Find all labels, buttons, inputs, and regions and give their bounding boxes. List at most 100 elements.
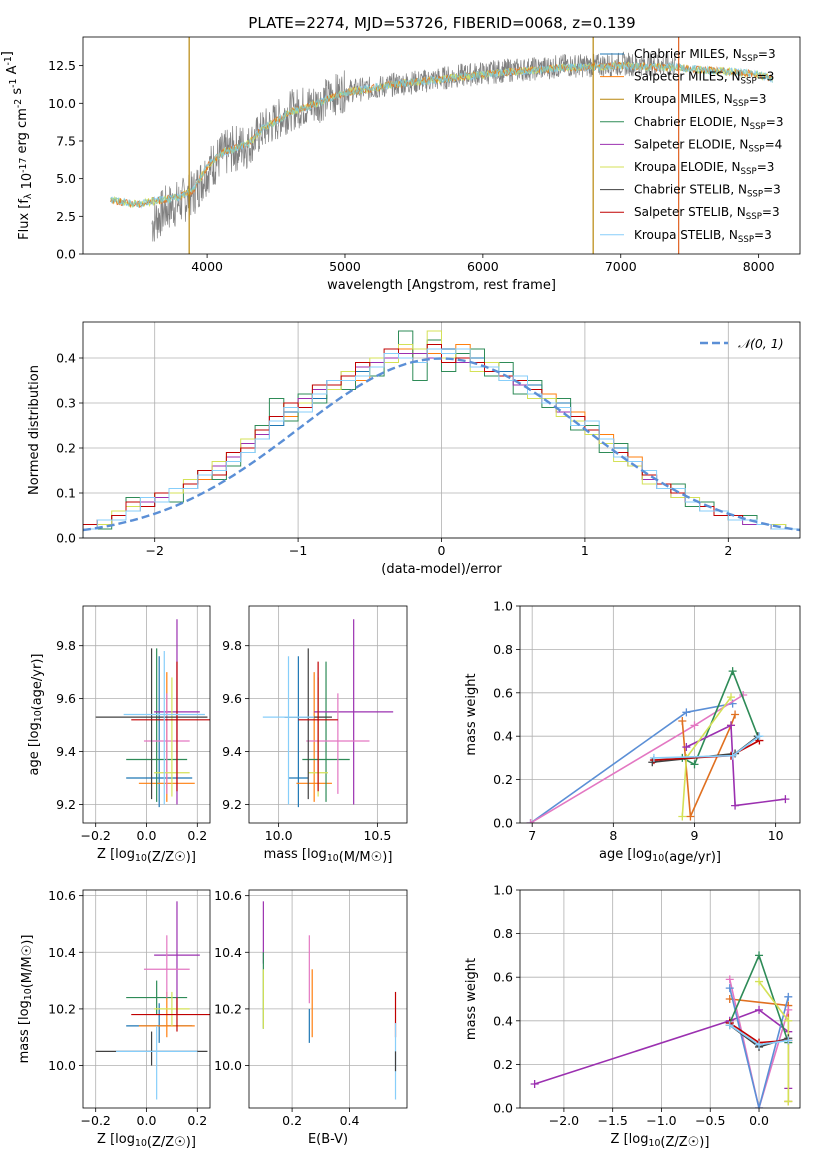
errorbar-point (314, 619, 394, 805)
x-axis-label: Z [log10(Z/Z☉)] (97, 847, 196, 865)
mass-weight-marker (526, 819, 535, 823)
y-tick-label: 9.8 (222, 638, 242, 653)
mass-weight-marker (731, 710, 740, 719)
y-tick-label: 0.1 (56, 486, 76, 501)
mass-weight-marker (690, 721, 699, 730)
errorbar-point (154, 991, 190, 1026)
axes-frame (519, 605, 801, 824)
mass-weight-marker (682, 708, 691, 717)
x-tick-label: −1.5 (598, 1113, 628, 1128)
mass-weight-marker (784, 1016, 793, 1025)
errorbar-point (154, 677, 190, 797)
x-tick-label: −1 (289, 543, 307, 558)
x-axis-label: (data-model)/error (381, 562, 502, 577)
legend-label: Kroupa STELIB, NSSP=3 (634, 228, 772, 245)
x-axis-label: wavelength [Angstrom, rest frame] (327, 278, 556, 293)
axes-4: 7 8 9 10 0.0 0.2 0.4 0.6 0.8 1.0 age [log10(age/yr… (464, 599, 801, 865)
y-tick-label: 0.2 (493, 772, 513, 787)
x-axis-label: mass [log10(M/M☉)] (264, 847, 393, 865)
axes-7: −2.0 −1.5 −1.0 −0.5 0.0 0.0 0.2 0.4 0.6 0.8 1.0 Z [… (464, 883, 801, 1150)
x-tick-label: 10.5 (363, 828, 391, 843)
y-tick-label: 1.0 (493, 883, 513, 898)
y-tick-label: 9.4 (56, 744, 76, 759)
legend-label: Chabrier MILES, NSSP=3 (634, 47, 776, 64)
y-tick-label: 0.2 (56, 441, 76, 456)
axes-frame (82, 321, 801, 539)
x-axis-label: E(B-V) (308, 1132, 348, 1147)
y-tick-label: 0.0 (493, 1101, 513, 1116)
y-tick-label: 2.5 (56, 209, 76, 224)
y-tick-label: 12.5 (48, 58, 76, 73)
y-tick-label: 0.6 (493, 685, 513, 700)
mass-weight-marker (784, 1097, 793, 1106)
legend-label: Chabrier STELIB, NSSP=3 (634, 183, 781, 200)
x-tick-label: −2 (145, 543, 163, 558)
plot-area (83, 330, 800, 538)
y-tick-label: 0.6 (493, 970, 513, 985)
mass-weight-marker (678, 812, 687, 821)
y-tick-label: 0.0 (56, 247, 76, 262)
x-tick-label: 2 (724, 543, 732, 558)
x-axis-label: age [log10(age/yr)] (599, 847, 721, 865)
data-spectrum-line (151, 51, 676, 242)
mass-weight-marker (781, 795, 790, 804)
x-tick-label: 8 (609, 828, 617, 843)
mass-weight-marker (784, 992, 793, 1001)
y-tick-label: 9.6 (222, 691, 242, 706)
mass-weight-marker (728, 667, 737, 676)
mass-weight-marker (784, 1036, 793, 1045)
plot-area (530, 951, 793, 1108)
axes-1: −2 −1 0 1 2 0.0 0.1 0.2 0.3 0.4 (data-model)/error… (27, 321, 801, 577)
x-tick-label: 10 (768, 828, 784, 843)
plot-area (95, 619, 210, 808)
y-tick-label: 0.8 (493, 926, 513, 941)
y-tick-label: 10.4 (214, 945, 242, 960)
axes-frame (82, 605, 211, 824)
legend-label: Chabrier ELODIE, NSSP=3 (634, 115, 783, 132)
y-tick-label: 10.2 (48, 1001, 76, 1016)
x-tick-label: 4000 (191, 259, 223, 274)
y-tick-label: 9.8 (56, 638, 76, 653)
mass-weight-marker (727, 693, 736, 702)
mass-weight-marker (755, 1005, 764, 1014)
errorbar-point (95, 648, 208, 800)
y-tick-label: 10.0 (214, 1058, 242, 1073)
y-axis-label: age [log10(age/yr)] (27, 654, 45, 776)
axes-frame (248, 889, 408, 1109)
errorbar-point (288, 656, 309, 808)
x-tick-label: 7 (528, 828, 536, 843)
x-tick-label: 0 (438, 543, 446, 558)
mass-weight-marker (727, 721, 736, 730)
plot-area (110, 37, 773, 254)
mass-weight-marker (725, 984, 734, 993)
errorbar-point (116, 1025, 198, 1100)
x-tick-label: −0.2 (81, 1113, 111, 1128)
mass-weight-line (729, 987, 790, 1108)
x-tick-label: −0.2 (81, 828, 111, 843)
mass-weight-line (686, 724, 786, 807)
plot-area (262, 901, 397, 1100)
errorbar-point (131, 997, 210, 1032)
axes-frame (248, 605, 408, 824)
y-axis-label: mass weight (464, 673, 479, 755)
mass-weight-marker (725, 975, 734, 984)
y-tick-label: 9.2 (56, 797, 76, 812)
legend-label: 𝒩(0, 1) (738, 336, 784, 351)
x-tick-label: 9 (691, 828, 699, 843)
y-tick-label: 0.4 (493, 1013, 513, 1028)
errorbar-point (143, 935, 190, 998)
mass-weight-marker (725, 1021, 734, 1030)
plot-area (262, 619, 394, 808)
y-tick-label: 0.4 (493, 729, 513, 744)
x-tick-label: 1 (581, 543, 589, 558)
y-tick-label: 1.0 (493, 599, 513, 614)
legend-label: Salpeter MILES, NSSP=3 (634, 70, 774, 87)
legend-label: Salpeter STELIB, NSSP=3 (634, 205, 780, 222)
x-tick-label: 0.0 (137, 1113, 157, 1128)
errorbar-point (298, 661, 338, 792)
axes-3: 10.0 10.5 9.2 9.4 9.6 9.8 mass [log10(M/M☉)] (222, 605, 408, 865)
axes-frame (82, 36, 801, 255)
mass-weight-marker (728, 751, 737, 760)
errorbar-point (306, 693, 370, 794)
